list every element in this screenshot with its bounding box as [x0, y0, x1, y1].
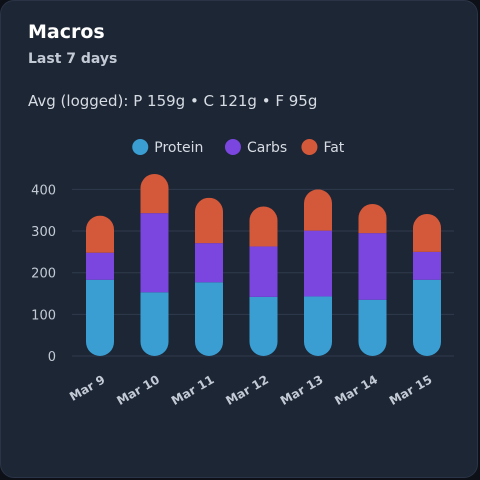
x-tick-label: Mar 11 [169, 372, 217, 408]
bar-segment-carbs [249, 246, 278, 297]
bar-segment-protein [358, 299, 387, 356]
legend-label: Protein [154, 140, 203, 156]
bar-segment-fat [86, 215, 114, 253]
bar-segment-fat [140, 173, 169, 214]
y-tick-label: 400 [31, 183, 56, 198]
average-summary: Avg (logged): P 159g • C 121g • F 95g [28, 92, 318, 110]
x-tick-label: Mar 14 [332, 372, 380, 408]
bar-segment-fat [358, 203, 387, 234]
bar-segment-fat [304, 189, 332, 231]
y-tick-label: 200 [31, 267, 56, 282]
legend-swatch [301, 139, 318, 155]
bar-segment-protein [304, 296, 332, 356]
bar-segment-carbs [140, 213, 169, 293]
x-tick-label: Mar 10 [114, 372, 162, 408]
card-title: Macros [28, 21, 105, 43]
y-tick-label: 0 [48, 350, 56, 365]
bar-segment-carbs [195, 243, 223, 283]
x-tick-label: Mar 15 [387, 372, 435, 408]
bar-segment-protein [413, 279, 441, 356]
legend-swatch [132, 139, 149, 155]
bar-segment-fat [249, 206, 278, 247]
y-tick-label: 100 [31, 308, 56, 323]
bar-segment-protein [86, 279, 114, 356]
legend-label: Fat [323, 140, 344, 156]
bar-segment-protein [195, 282, 223, 356]
y-tick-label: 300 [31, 225, 56, 240]
bar-segment-carbs [413, 251, 441, 280]
bar-segment-fat [195, 197, 223, 244]
bar-segment-carbs [304, 230, 332, 297]
legend-label: Carbs [247, 140, 287, 156]
x-tick-label: Mar 13 [278, 372, 326, 408]
bar-segment-fat [413, 213, 441, 252]
x-tick-label: Mar 12 [223, 372, 271, 408]
bar-segment-protein [140, 292, 169, 356]
legend-swatch [224, 139, 241, 155]
card-subtitle: Last 7 days [28, 51, 118, 67]
bar-segment-protein [249, 296, 278, 356]
bar-segment-carbs [358, 233, 387, 300]
x-tick-label: Mar 9 [67, 372, 107, 403]
bar-segment-carbs [86, 252, 114, 280]
